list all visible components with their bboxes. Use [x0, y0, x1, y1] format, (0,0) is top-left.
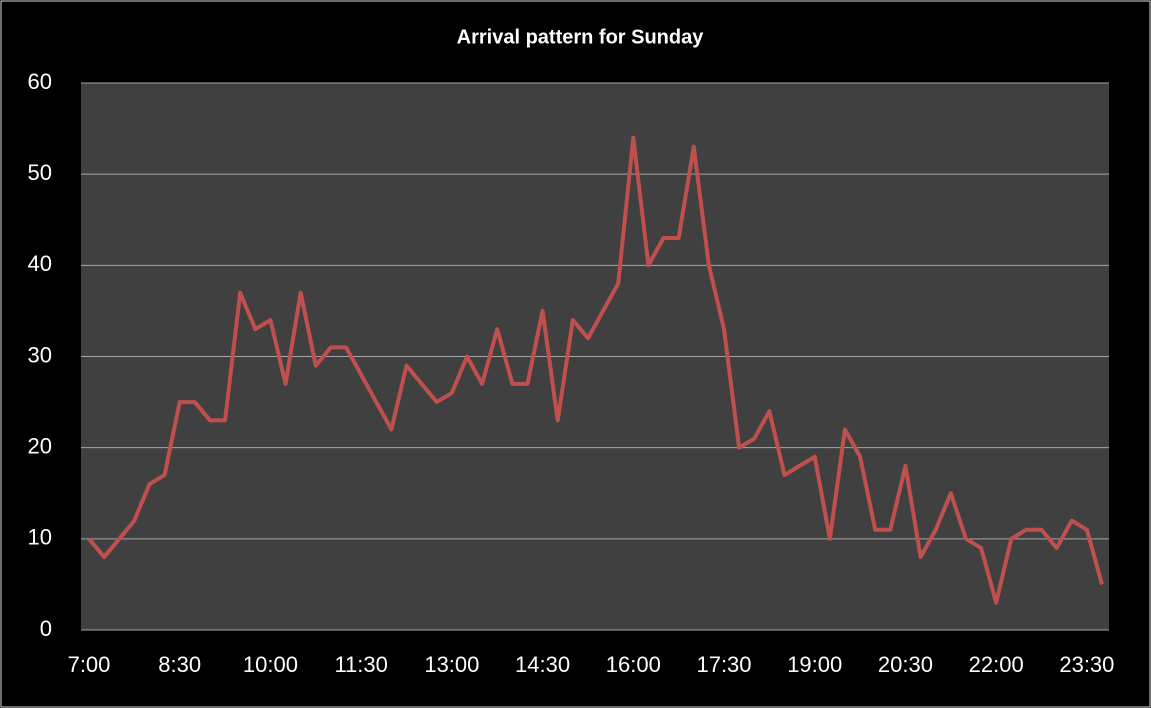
data-line: [87, 135, 1104, 605]
x-tick-label: 8:30: [158, 652, 201, 677]
x-tick-label: 20:30: [878, 652, 933, 677]
x-tick-label: 19:00: [787, 652, 842, 677]
x-tick-label: 23:30: [1059, 652, 1114, 677]
x-tick-label: 13:00: [424, 652, 479, 677]
x-tick-label: 17:30: [696, 652, 751, 677]
y-tick-label: 50: [28, 160, 52, 185]
y-tick-label: 20: [28, 433, 52, 458]
y-tick-label: 10: [28, 525, 52, 550]
x-tick-label: 7:00: [68, 652, 111, 677]
x-tick-label: 14:30: [515, 652, 570, 677]
y-tick-label: 40: [28, 251, 52, 276]
x-tick-label: 11:30: [334, 652, 387, 677]
y-tick-label: 60: [28, 69, 52, 94]
x-tick-label: 16:00: [606, 652, 661, 677]
x-tick-label: 10:00: [243, 652, 298, 677]
y-tick-label: 30: [28, 342, 52, 367]
y-tick-label: 0: [40, 616, 52, 641]
chart-title: Arrival pattern for Sunday: [457, 26, 705, 48]
x-tick-label: 22:00: [969, 652, 1024, 677]
